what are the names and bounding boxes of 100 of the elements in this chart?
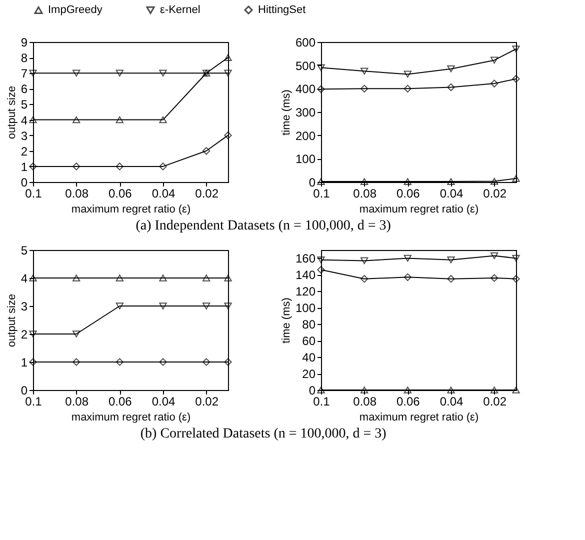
y-axis-title: output size xyxy=(6,294,18,348)
x-tick-label: 0.06 xyxy=(396,186,420,200)
point xyxy=(512,254,520,262)
y-tick-label: 200 xyxy=(295,128,316,143)
x-tick-label: 0.04 xyxy=(152,186,176,200)
y-tick-label: 40 xyxy=(302,350,316,365)
point xyxy=(202,358,210,366)
point xyxy=(116,274,124,282)
point xyxy=(72,274,80,282)
point xyxy=(404,178,412,185)
point xyxy=(447,178,455,185)
x-tick-label: 0.1 xyxy=(313,186,330,200)
point xyxy=(447,274,455,283)
x-axis-title: maximum regret ratio (ε) xyxy=(71,412,191,424)
point xyxy=(159,70,167,77)
y-tick-label: 80 xyxy=(302,318,316,332)
x-tick-label: 0.06 xyxy=(108,394,132,408)
point xyxy=(490,386,498,394)
x-tick-label: 0.02 xyxy=(483,394,507,408)
y-tick-label: 500 xyxy=(295,58,316,73)
point xyxy=(360,257,368,264)
y-tick-label: 100 xyxy=(295,152,316,166)
y-tick-label: 300 xyxy=(295,106,316,120)
point xyxy=(116,358,124,366)
point xyxy=(490,274,498,282)
x-tick-label: 0.1 xyxy=(25,186,42,200)
point xyxy=(404,386,412,394)
point xyxy=(224,70,232,77)
x-tick-label: 0.06 xyxy=(108,186,132,200)
point xyxy=(224,54,232,61)
legend-label: HittingSet xyxy=(258,4,306,16)
point xyxy=(447,386,455,394)
point xyxy=(490,56,498,64)
x-tick-label: 0.04 xyxy=(152,394,176,408)
point xyxy=(360,178,368,185)
point xyxy=(360,386,368,394)
point xyxy=(404,273,412,282)
x-tick-label: 0.02 xyxy=(483,186,507,200)
point xyxy=(224,358,232,366)
text: (b) Correlated Datasets (n = 100,000, d = 3) xyxy=(140,426,387,442)
point xyxy=(490,252,498,260)
y-tick-label: 400 xyxy=(295,82,316,96)
x-tick-label: 0.08 xyxy=(65,186,89,200)
point xyxy=(224,131,232,140)
point xyxy=(404,84,412,93)
point xyxy=(159,302,167,310)
point xyxy=(447,256,455,264)
point xyxy=(512,386,520,394)
point xyxy=(512,75,520,83)
y-axis-title: time (ms) xyxy=(280,298,292,344)
y-tick-label: 2 xyxy=(20,144,28,158)
y-tick-label: 140 xyxy=(295,268,316,282)
y-tick-label: 7 xyxy=(20,66,28,81)
point xyxy=(116,70,124,77)
point xyxy=(202,274,210,282)
point xyxy=(360,84,368,93)
point xyxy=(159,162,167,170)
y-axis-title: time (ms) xyxy=(280,90,292,136)
point xyxy=(404,70,412,78)
point xyxy=(490,178,498,185)
x-axis-title: maximum regret ratio (ε) xyxy=(359,412,479,424)
y-axis-title: output size xyxy=(6,86,18,140)
point xyxy=(116,162,124,170)
point xyxy=(490,80,498,88)
x-axis-title: maximum regret ratio (ε) xyxy=(359,204,479,216)
x-tick-label: 0.02 xyxy=(195,186,219,200)
x-tick-label: 0.06 xyxy=(396,394,420,408)
point xyxy=(512,274,520,283)
y-tick-label: 1 xyxy=(20,356,28,370)
y-tick-label: 3 xyxy=(20,300,28,314)
y-tick-label: 9 xyxy=(20,36,28,50)
x-tick-label: 0.04 xyxy=(440,394,464,408)
y-tick-label: 160 xyxy=(295,252,316,266)
y-tick-label: 2 xyxy=(20,328,28,342)
point xyxy=(72,116,80,124)
y-tick-label: 0 xyxy=(308,176,316,190)
point xyxy=(447,83,455,92)
y-tick-label: 0 xyxy=(308,384,316,398)
y-tick-label: 1 xyxy=(20,160,28,174)
y-tick-label: 6 xyxy=(20,82,28,96)
x-tick-label: 0.1 xyxy=(25,394,42,408)
y-tick-label: 4 xyxy=(20,272,28,286)
point xyxy=(72,330,80,338)
y-tick-label: 100 xyxy=(295,301,316,316)
point xyxy=(72,70,80,77)
point xyxy=(159,274,167,282)
point xyxy=(224,302,232,310)
x-tick-label: 0.04 xyxy=(440,186,464,200)
point xyxy=(512,175,520,182)
x-tick-label: 0.08 xyxy=(65,394,89,408)
x-tick-label: 0.08 xyxy=(353,394,377,408)
y-tick-label: 120 xyxy=(295,284,316,299)
point xyxy=(72,358,80,366)
y-tick-label: 5 xyxy=(20,98,28,112)
point xyxy=(512,46,520,52)
y-tick-label: 5 xyxy=(20,244,28,258)
point xyxy=(317,266,325,274)
point xyxy=(447,65,455,72)
point xyxy=(404,254,412,262)
y-tick-label: 0 xyxy=(20,384,28,398)
